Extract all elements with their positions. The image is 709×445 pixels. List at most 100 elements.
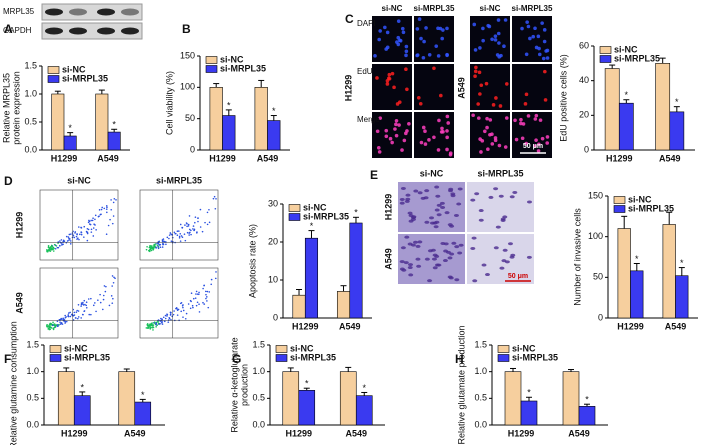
cell-blob bbox=[457, 251, 463, 255]
y-tick-label: 20 bbox=[268, 236, 278, 246]
significance-star: * bbox=[625, 90, 629, 100]
event-dot bbox=[179, 223, 182, 226]
cell-blob bbox=[416, 264, 422, 268]
bar bbox=[604, 68, 620, 151]
cell-dot bbox=[528, 36, 532, 41]
blot-band bbox=[69, 8, 87, 16]
event-dot bbox=[169, 232, 172, 234]
x-tick-label: H1299 bbox=[508, 428, 535, 438]
event-dot bbox=[49, 248, 51, 251]
event-dot bbox=[85, 304, 88, 307]
cell-blob bbox=[495, 225, 501, 229]
event-dot bbox=[62, 239, 65, 242]
event-dot bbox=[161, 318, 163, 320]
error-bar bbox=[633, 263, 640, 271]
y-axis-label: Number of invasive cells bbox=[572, 208, 582, 306]
event-dot bbox=[80, 317, 82, 319]
row-label: A549 bbox=[14, 292, 24, 314]
event-dot bbox=[106, 211, 108, 214]
cell-dot bbox=[407, 122, 411, 126]
event-dot bbox=[198, 311, 201, 313]
event-dot bbox=[75, 235, 78, 238]
event-dot bbox=[76, 317, 79, 320]
cell-dot bbox=[481, 26, 485, 31]
event-dot bbox=[80, 305, 82, 307]
cell-blob bbox=[447, 256, 453, 260]
legend-label: si-MRPL35 bbox=[628, 203, 674, 213]
blot-band bbox=[69, 27, 87, 35]
cell-dot bbox=[479, 150, 483, 154]
event-dot bbox=[176, 314, 179, 316]
event-dot bbox=[80, 233, 83, 236]
event-dot bbox=[67, 236, 70, 238]
event-dot bbox=[69, 315, 72, 318]
event-dot bbox=[59, 244, 61, 247]
cell-dot bbox=[427, 52, 432, 57]
cell-dot bbox=[537, 142, 541, 147]
cell-dot bbox=[525, 20, 529, 24]
bar bbox=[292, 294, 306, 319]
cell-blob bbox=[433, 225, 439, 229]
column-label: si-NC bbox=[420, 168, 444, 178]
cell-dot bbox=[385, 45, 390, 50]
event-dot bbox=[86, 239, 89, 242]
micrograph bbox=[398, 234, 465, 284]
cell-dot bbox=[513, 118, 517, 123]
error-bar bbox=[510, 367, 516, 372]
event-dot bbox=[52, 324, 54, 327]
cell-dot bbox=[438, 26, 443, 31]
cell-dot bbox=[536, 149, 541, 153]
event-dot bbox=[52, 321, 54, 324]
event-dot bbox=[79, 233, 81, 236]
bar bbox=[107, 131, 121, 151]
event-dot bbox=[89, 223, 92, 226]
event-dot bbox=[176, 234, 179, 237]
legend-swatch bbox=[497, 354, 510, 362]
cell-blob bbox=[484, 273, 490, 277]
cell-dot bbox=[422, 39, 426, 44]
event-dot bbox=[160, 321, 163, 324]
event-dot bbox=[107, 224, 110, 227]
cell-blob bbox=[430, 248, 436, 252]
event-dot bbox=[102, 294, 105, 297]
blot-band bbox=[45, 27, 63, 35]
cell-dot bbox=[440, 126, 444, 131]
legend-label: si-NC bbox=[62, 64, 86, 74]
event-dot bbox=[148, 325, 151, 327]
cell-blob bbox=[509, 195, 515, 199]
y-tick-label: 20 bbox=[579, 110, 589, 120]
event-dot bbox=[201, 230, 204, 233]
cell-blob bbox=[442, 259, 448, 263]
cell-blob bbox=[474, 192, 480, 196]
bar bbox=[222, 115, 236, 151]
bar bbox=[618, 102, 634, 151]
significance-star: * bbox=[362, 383, 366, 393]
event-dot bbox=[46, 325, 49, 328]
cell-blob bbox=[478, 209, 484, 213]
cell-dot bbox=[519, 121, 523, 126]
event-dot bbox=[106, 206, 108, 209]
cell-dot bbox=[524, 92, 529, 97]
cell-blob bbox=[436, 203, 442, 207]
event-dot bbox=[146, 323, 149, 326]
event-dot bbox=[85, 301, 88, 303]
legend-label: si-MRPL35 bbox=[303, 211, 349, 221]
event-dot bbox=[215, 198, 217, 200]
event-dot bbox=[194, 216, 197, 218]
y-tick-label: 0.0 bbox=[474, 419, 487, 429]
cell-blob bbox=[504, 260, 510, 264]
significance-star: * bbox=[354, 208, 358, 218]
bar bbox=[282, 371, 300, 426]
cell-dot bbox=[385, 30, 390, 35]
cell-dot bbox=[544, 49, 548, 53]
cell-blob bbox=[408, 273, 414, 277]
event-dot bbox=[49, 322, 52, 325]
row-label: H1299 bbox=[383, 194, 393, 221]
cell-blob bbox=[404, 199, 410, 203]
cell-dot bbox=[526, 114, 531, 118]
event-dot bbox=[49, 247, 52, 249]
event-dot bbox=[98, 209, 101, 211]
error-bar bbox=[308, 230, 315, 239]
blot-band bbox=[121, 8, 139, 16]
cell-dot bbox=[400, 148, 404, 152]
